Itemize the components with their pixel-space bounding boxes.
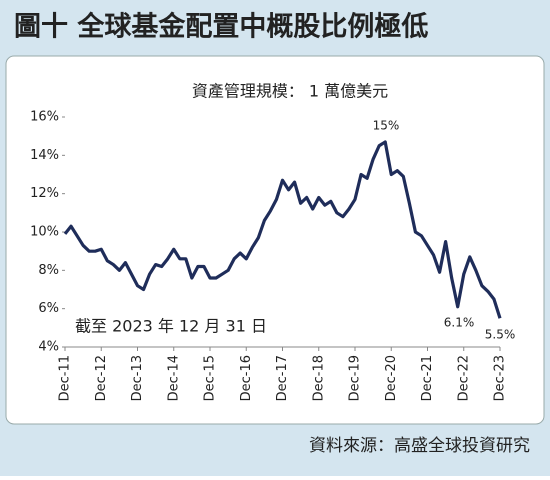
- x-tick-label: Dec-21: [420, 355, 435, 401]
- annotation: 截至 2023 年 12 月 31 日: [75, 317, 267, 336]
- y-tick-label: 16%: [30, 110, 59, 125]
- x-tick-label: Dec-23: [493, 355, 508, 401]
- subtitle: 資產管理規模： 1 萬億美元: [192, 82, 388, 101]
- annotation: 15%: [373, 119, 400, 133]
- source: 資料來源：高盛全球投資研究: [309, 436, 530, 456]
- y-tick-label: 12%: [30, 186, 59, 201]
- x-tick-label: Dec-11: [58, 355, 73, 401]
- x-tick-label: Dec-20: [384, 355, 399, 401]
- x-tick-label: Dec-18: [311, 355, 326, 401]
- chart-title: 圖十 全球基金配置中概股比例極低: [14, 11, 428, 43]
- x-tick-label: Dec-14: [166, 355, 181, 401]
- y-tick-label: 14%: [30, 148, 59, 163]
- y-tick-label: 8%: [38, 263, 59, 278]
- line: [63, 140, 502, 319]
- y-tick-label: 6%: [38, 301, 59, 316]
- annotation: 6.1%: [444, 316, 475, 330]
- x-tick-label: Dec-12: [94, 355, 109, 401]
- x-tick-label: Dec-13: [130, 355, 145, 401]
- x-tick-label: Dec-17: [275, 355, 290, 401]
- x-tick-label: Dec-19: [348, 355, 363, 401]
- annotation: 5.5%: [485, 328, 516, 342]
- x-tick-label: Dec-16: [239, 355, 254, 401]
- y-tick-label: 10%: [30, 225, 59, 240]
- chart-frame: [5, 55, 545, 425]
- x-tick-label: Dec-22: [456, 355, 471, 401]
- y-tick-label: 4%: [38, 340, 59, 355]
- x-tick-label: Dec-15: [203, 355, 218, 401]
